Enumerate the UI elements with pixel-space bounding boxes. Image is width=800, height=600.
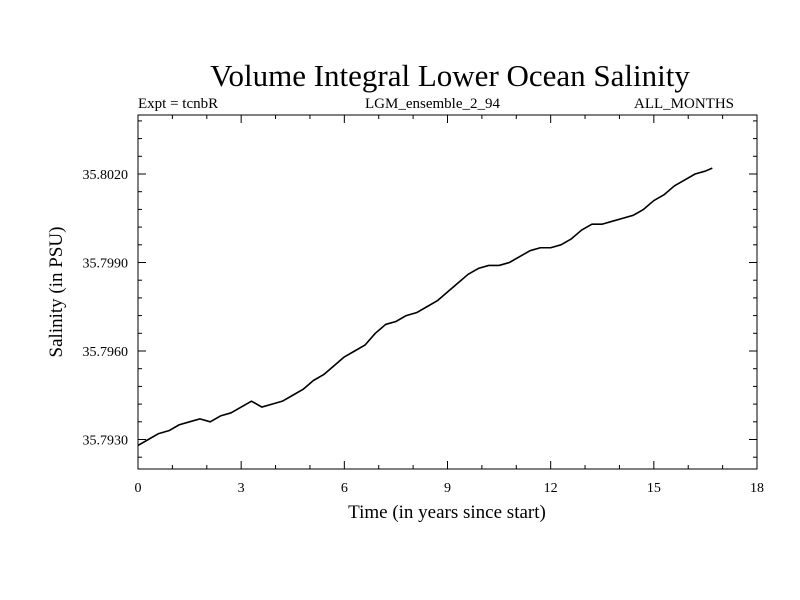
x-tick-label: 12 bbox=[544, 481, 558, 496]
x-tick-label: 15 bbox=[647, 481, 661, 496]
salinity-series-line bbox=[137, 167, 713, 447]
ensemble-label: LGM_ensemble_2_94 bbox=[365, 96, 500, 112]
x-tick-label: 6 bbox=[341, 481, 348, 496]
x-axis-label: Time (in years since start) bbox=[348, 502, 546, 523]
axis-tick-labels: 0 3 6 9 12 15 18 35.7930 35.7960 35.7990 35.8020 bbox=[83, 168, 765, 496]
experiment-label: Expt = tcnbR bbox=[138, 96, 219, 112]
axis-ticks bbox=[137, 115, 758, 469]
x-tick-label: 3 bbox=[238, 481, 245, 496]
months-label: ALL_MONTHS bbox=[634, 96, 734, 112]
y-tick-label: 35.7960 bbox=[83, 345, 129, 360]
x-tick-label: 18 bbox=[750, 481, 764, 496]
y-tick-label: 35.7930 bbox=[83, 434, 129, 449]
x-tick-label: 9 bbox=[444, 481, 451, 496]
chart-title: Volume Integral Lower Ocean Salinity bbox=[210, 58, 690, 93]
x-tick-label: 0 bbox=[135, 481, 142, 496]
y-axis-label: Salinity (in PSU) bbox=[46, 227, 67, 358]
y-tick-label: 35.7990 bbox=[83, 257, 129, 272]
y-tick-label: 35.8020 bbox=[83, 168, 129, 183]
